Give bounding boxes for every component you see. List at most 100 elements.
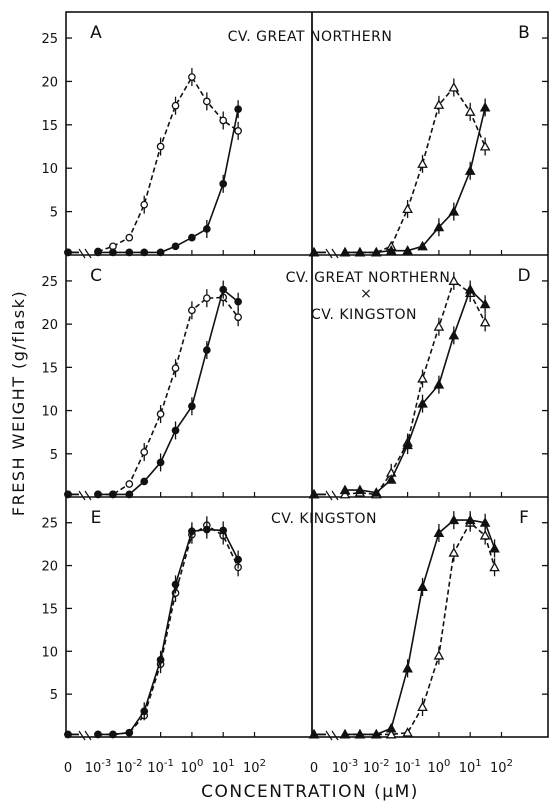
data-point	[479, 298, 491, 309]
data-point	[125, 233, 134, 242]
data-point	[308, 246, 320, 257]
data-point	[354, 246, 366, 257]
data-point	[370, 487, 382, 497]
x-tick-label: 10-3	[332, 758, 359, 776]
data-point	[370, 728, 382, 739]
series-line	[345, 288, 486, 494]
data-point	[171, 580, 180, 589]
title-kingston: CV. KINGSTON	[271, 511, 377, 527]
series-line	[345, 86, 486, 254]
data-point	[354, 728, 366, 739]
data-point	[433, 321, 445, 331]
outer-frame	[65, 11, 549, 738]
series-line	[345, 519, 496, 736]
data-point	[448, 329, 460, 340]
panel-letter: C	[90, 266, 102, 286]
data-point	[433, 379, 445, 389]
y-tick-label: 10	[41, 405, 58, 420]
data-point	[339, 246, 351, 257]
data-point	[417, 701, 428, 712]
axis-break-mark	[78, 248, 92, 259]
data-point	[370, 246, 382, 257]
data-point	[125, 490, 134, 499]
data-point	[464, 106, 476, 116]
y-tick-label: 10	[41, 162, 58, 177]
data-point	[140, 448, 149, 456]
data-point	[385, 722, 397, 733]
axis-break-mark	[78, 490, 92, 501]
series-line	[344, 279, 486, 496]
data-point	[94, 248, 102, 257]
data-point	[433, 527, 445, 538]
data-point	[479, 530, 491, 540]
data-point	[402, 727, 413, 737]
data-curves	[64, 68, 500, 739]
axis-break-mark	[325, 490, 339, 501]
data-point	[140, 200, 149, 209]
title-cross-line2: CV. KINGSTON	[311, 307, 417, 323]
data-point	[234, 313, 242, 322]
data-point	[156, 458, 165, 467]
x-tick-label: 10-3	[85, 758, 112, 776]
series-line	[97, 75, 239, 253]
y-tick-label: 15	[41, 119, 58, 134]
data-point	[464, 514, 476, 525]
data-point	[385, 728, 397, 739]
data-point	[433, 221, 445, 232]
y-tick-label: 10	[41, 645, 58, 660]
data-point	[171, 242, 180, 251]
x-tick-label: 10-2	[363, 758, 390, 776]
x-tick-label: 0	[64, 761, 72, 776]
series-line	[98, 528, 239, 736]
data-point	[417, 581, 428, 592]
x-tick-label: 101	[459, 758, 482, 776]
series-line	[98, 109, 239, 254]
data-point	[385, 245, 397, 255]
data-point	[479, 101, 491, 112]
y-tick-label: 20	[41, 318, 58, 333]
data-point	[140, 707, 149, 716]
data-point	[188, 233, 196, 242]
data-point	[308, 488, 320, 499]
data-point	[188, 527, 196, 536]
data-point	[202, 294, 211, 303]
data-point	[417, 158, 428, 168]
plot-frames	[65, 11, 549, 738]
data-point	[339, 484, 351, 495]
data-point	[64, 490, 72, 499]
data-point	[125, 728, 134, 737]
data-point	[156, 410, 165, 418]
data-point	[125, 248, 134, 257]
data-point	[402, 203, 413, 214]
data-point	[202, 97, 211, 106]
data-point	[156, 142, 165, 151]
data-point	[140, 248, 149, 257]
x-tick-label: 10-2	[116, 758, 143, 776]
data-point	[219, 179, 228, 188]
x-tick-label: 100	[427, 758, 450, 776]
data-point	[125, 480, 134, 488]
data-point	[171, 426, 180, 435]
y-tick-label: 5	[50, 448, 58, 463]
y-tick-label: 5	[50, 688, 58, 703]
data-point	[339, 728, 351, 739]
data-point	[402, 245, 413, 255]
data-point	[448, 206, 460, 216]
data-point	[489, 542, 500, 553]
data-point	[156, 248, 165, 257]
panel-letter: D	[517, 266, 530, 286]
data-point	[94, 730, 102, 739]
data-point	[171, 101, 180, 110]
axis-break-mark	[78, 730, 92, 741]
data-point	[417, 373, 428, 383]
data-point	[202, 525, 211, 534]
panel-letter: B	[518, 23, 530, 43]
data-point	[219, 116, 228, 125]
data-point	[188, 402, 196, 411]
data-point	[433, 650, 445, 660]
y-tick-label: 25	[41, 32, 58, 47]
data-point	[464, 284, 476, 294]
axis-ticks	[66, 37, 548, 741]
x-axis-label: CONCENTRATION (μM)	[201, 782, 419, 802]
